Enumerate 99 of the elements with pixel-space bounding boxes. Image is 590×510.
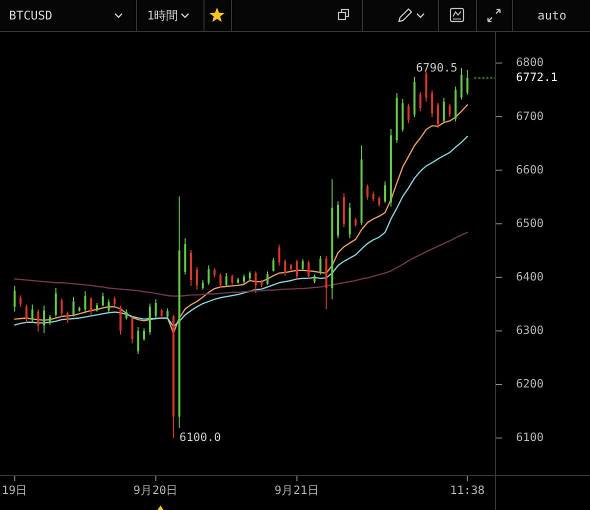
- candlestick: [354, 218, 357, 226]
- text: 1時間: [147, 8, 178, 22]
- candlestick: [66, 312, 69, 323]
- candlestick: [302, 259, 304, 270]
- candlestick: [284, 260, 286, 276]
- candlestick: [454, 86, 457, 122]
- candlestick: [20, 296, 22, 307]
- candlestick: [125, 309, 128, 320]
- candlestick: [178, 196, 180, 428]
- y-tick-label: 6700: [516, 108, 544, 123]
- candlestick: [260, 280, 263, 287]
- candlestick: [337, 201, 340, 238]
- candlestick: [114, 296, 116, 306]
- chart-title: BTCUSD: [9, 8, 52, 22]
- candlestick: [278, 244, 280, 266]
- candlestick: [184, 238, 186, 275]
- candlestick: [25, 304, 28, 323]
- candlestick: [131, 316, 134, 344]
- candlestick: [413, 76, 416, 118]
- line-series: [14, 232, 468, 297]
- candlestick: [248, 271, 251, 280]
- candlestick: [72, 297, 74, 316]
- candlestick: [272, 258, 274, 272]
- candlestick: [331, 179, 334, 300]
- y-tick-label: 6300: [516, 323, 544, 338]
- candlestick: [214, 268, 216, 278]
- candlestick: [254, 271, 257, 293]
- candlestick: [48, 314, 51, 326]
- candlestick: [390, 128, 392, 207]
- candlestick: [308, 260, 310, 279]
- candlestick: [225, 273, 228, 286]
- candlestick: [466, 70, 468, 95]
- candlestick: [342, 193, 345, 227]
- candlestick: [384, 181, 386, 203]
- candlestick: [319, 256, 322, 275]
- candlestick: [96, 303, 98, 312]
- annotation: 6790.5: [416, 60, 458, 74]
- y-tick-label: 6800: [516, 55, 544, 70]
- candlestick: [14, 286, 16, 312]
- y-tick-label: 6500: [516, 216, 544, 230]
- candlestick: [219, 274, 222, 288]
- candlestick: [448, 104, 451, 118]
- candlestick: [425, 72, 428, 102]
- candlestick: [396, 93, 398, 143]
- candlestick: [196, 267, 198, 290]
- x-tick-label: 9月21日: [274, 483, 320, 498]
- y-tick-label: 6400: [516, 269, 544, 284]
- candlestick: [460, 68, 462, 100]
- candlestick: [408, 104, 410, 124]
- candlestick: [360, 146, 363, 225]
- candlestick: [366, 184, 368, 200]
- candlestick: [43, 306, 46, 334]
- candlestick: [143, 328, 146, 341]
- x-tick-label: 11:38: [450, 483, 485, 498]
- candlestick: [231, 274, 234, 285]
- candlestick: [348, 202, 351, 238]
- x-tick-label: 19日: [2, 483, 28, 498]
- candlestick: [102, 292, 104, 306]
- candlestick: [60, 298, 63, 316]
- candlestick: [208, 266, 210, 285]
- candlestick: [160, 308, 163, 318]
- candlestick: [154, 299, 157, 318]
- candlestick: [108, 299, 110, 314]
- candlestick: [148, 304, 151, 335]
- x-tick-label: 9月20日: [133, 483, 178, 498]
- candlestick: [378, 196, 380, 207]
- candlestick: [442, 98, 445, 123]
- candlestick: [290, 264, 292, 270]
- candlestick: [237, 278, 240, 284]
- candlestick: [190, 250, 192, 286]
- candlestick: [436, 102, 439, 128]
- candlestick: [242, 274, 245, 284]
- candlestick: [120, 306, 122, 335]
- candlestick: [431, 90, 434, 118]
- candlestick: [31, 304, 34, 323]
- candlestick: [90, 297, 92, 315]
- candlestick: [325, 256, 328, 309]
- y-tick-label: 6100: [516, 430, 544, 444]
- text: auto: [538, 8, 566, 22]
- y-tick-label: 6600: [516, 162, 544, 176]
- line-series: [14, 136, 468, 328]
- candlestick: [54, 288, 57, 316]
- candlestick: [372, 192, 374, 202]
- candlestick: [419, 92, 422, 112]
- candlestick: [314, 274, 316, 284]
- candlestick: [37, 309, 40, 332]
- candlestick: [296, 260, 298, 279]
- candlestick: [166, 308, 169, 318]
- text: 6772.1: [516, 70, 558, 84]
- line-series: [14, 104, 468, 334]
- annotation: 6100.0: [179, 430, 222, 444]
- candlestick: [202, 280, 204, 290]
- candlestick: [137, 327, 140, 354]
- candlestick: [84, 291, 86, 314]
- candlestick: [78, 306, 80, 312]
- candlestick: [266, 271, 268, 285]
- candlestick: [172, 314, 174, 438]
- candlestick: [402, 98, 404, 132]
- y-tick-label: 6200: [516, 376, 544, 391]
